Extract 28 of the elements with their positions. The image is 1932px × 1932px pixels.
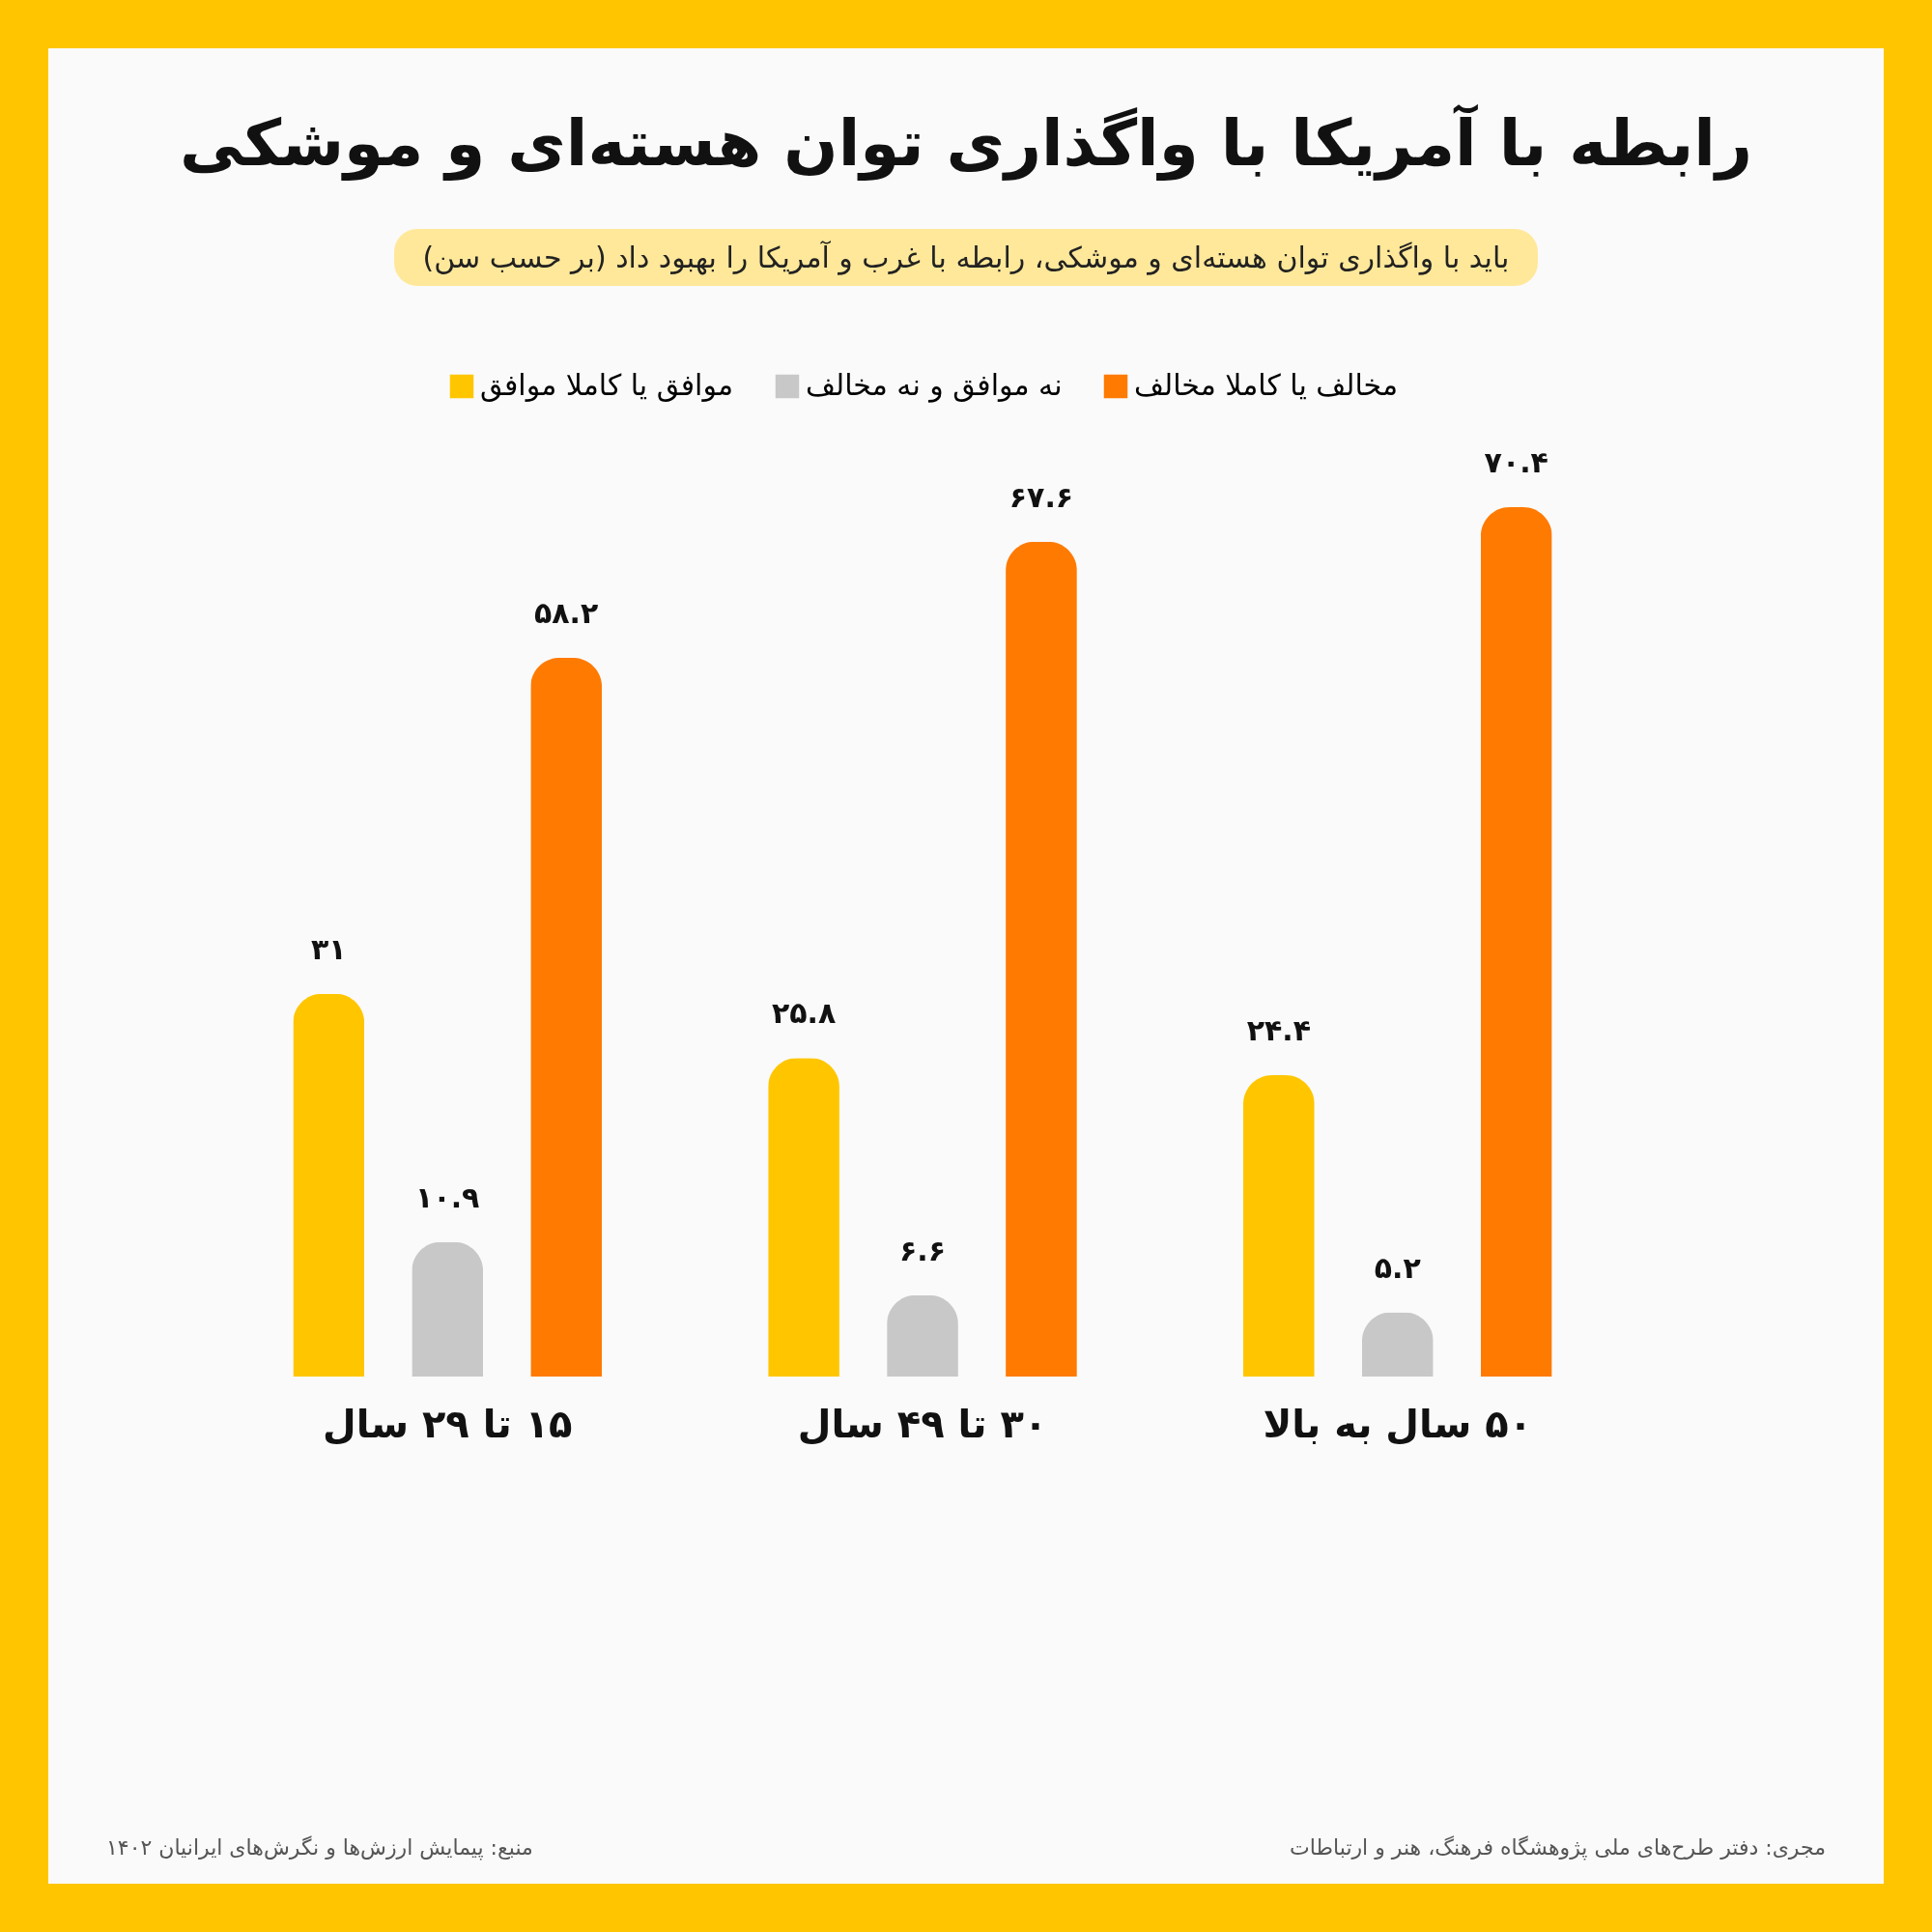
legend-label: موافق یا کاملا موافق [480, 368, 734, 402]
data-label: ۵۸.۲ [533, 595, 599, 630]
bar [412, 1241, 484, 1377]
data-label: ۳۱ [310, 931, 347, 966]
legend-label: نه موافق و نه مخالف [806, 368, 1063, 403]
data-label: ۷۰.۴ [1484, 445, 1548, 479]
data-label: ۵.۲ [1374, 1250, 1421, 1285]
text: مجری: دفتر طرح‌های ملی پژوهشگاه فرهنگ، هنر و ارتباطات [1290, 1835, 1826, 1860]
x-tick-label: ۱۵ تا ۲۹ سال [322, 1401, 573, 1446]
bar [1242, 1075, 1315, 1377]
x-tick-label: ۳۰ تا ۴۹ سال [797, 1401, 1048, 1446]
bar [293, 993, 365, 1377]
bar [887, 1294, 958, 1377]
bar [530, 657, 603, 1377]
chart-subtitle: باید با واگذاری توان هسته‌ای و موشکی، رابطه با غرب و آمریکا را بهبود داد (بر حسب سن) [393, 229, 1539, 286]
text: منبع: پیمایش ارزش‌ها و نگرش‌های ایرانیان ۱۴۰۲ [106, 1835, 533, 1860]
data-label: ۱۰.۹ [415, 1179, 480, 1214]
legend-label: مخالف یا کاملا مخالف [1134, 368, 1399, 402]
bar [1361, 1312, 1434, 1377]
chart-title: رابطه با آمریکا با واگذاری توان هسته‌ای و موشکی [179, 106, 1753, 181]
data-label: ۶.۶ [898, 1233, 947, 1267]
bar [1480, 507, 1552, 1377]
data-label: ۶۷.۶ [1009, 479, 1074, 514]
bar [1006, 541, 1077, 1377]
data-label: ۲۴.۴ [1246, 1013, 1312, 1048]
data-label: ۲۵.۸ [771, 996, 837, 1031]
bar [768, 1058, 839, 1377]
x-tick-label: ۵۰ سال به بالا [1263, 1401, 1533, 1446]
